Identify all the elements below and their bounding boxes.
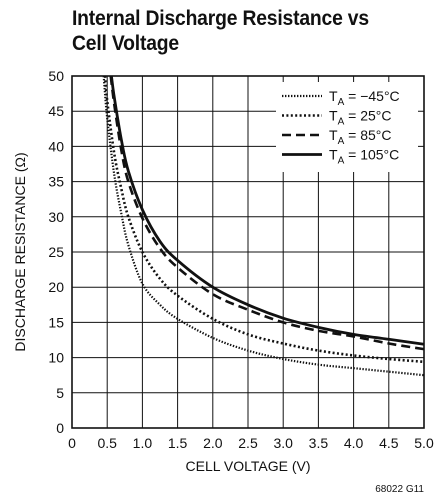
x-tick-label: 3.5 bbox=[309, 435, 329, 451]
plot-frame bbox=[71, 75, 425, 429]
series-line-1 bbox=[102, 75, 425, 377]
y-tick-label: 0 bbox=[56, 420, 64, 436]
x-tick-label: 1.5 bbox=[168, 435, 188, 451]
y-tick-label: 50 bbox=[48, 68, 64, 84]
x-tick-label: 5.0 bbox=[414, 435, 434, 451]
chart-title: Internal Discharge Resistance vs Cell Vo… bbox=[72, 6, 403, 56]
x-tick-label: 0.5 bbox=[97, 435, 117, 451]
x-axis-label: CELL VOLTAGE (V) bbox=[186, 458, 311, 474]
y-tick-label: 45 bbox=[48, 103, 64, 119]
x-tick-label: 4.0 bbox=[344, 435, 364, 451]
x-tick-label: 3.0 bbox=[273, 435, 293, 451]
x-tick-label: 4.5 bbox=[379, 435, 399, 451]
legend-label: TA = 25°C bbox=[329, 108, 391, 128]
y-tick-label: 10 bbox=[48, 350, 64, 366]
x-tick-label: 1.0 bbox=[133, 435, 153, 451]
y-tick-label: 40 bbox=[48, 138, 64, 154]
series-line-4 bbox=[110, 75, 425, 346]
legend-label: TA = 85°C bbox=[329, 127, 391, 147]
series-layer bbox=[102, 75, 425, 377]
y-tick-label: 30 bbox=[48, 209, 64, 225]
legend: TA = −45°CTA = 25°CTA = 85°CTA = 105°C bbox=[276, 82, 418, 172]
x-tick-label: 2.0 bbox=[203, 435, 223, 451]
y-tick-label: 25 bbox=[48, 244, 64, 260]
legend-label: TA = 105°C bbox=[329, 147, 399, 167]
chart-title-line-1: Internal Discharge Resistance vs bbox=[72, 7, 369, 30]
legend-background bbox=[276, 82, 418, 172]
y-tick-label: 5 bbox=[56, 385, 64, 401]
x-tick-label: 2.5 bbox=[238, 435, 258, 451]
x-tick-labels: 0 0.5 1.0 1.5 2.0 2.5 3.0 3.5 4.0 4.5 5.0 bbox=[68, 435, 434, 451]
figure-code: 68022 G11 bbox=[375, 484, 424, 495]
y-tick-labels: 0 5 10 15 20 25 30 35 40 45 50 bbox=[48, 68, 64, 436]
y-tick-label: 20 bbox=[48, 279, 64, 295]
legend-label: TA = −45°C bbox=[329, 88, 400, 108]
chart-title-line-2: Cell Voltage bbox=[72, 32, 179, 55]
y-tick-label: 15 bbox=[48, 314, 64, 330]
y-tick-label: 35 bbox=[48, 174, 64, 190]
series-line-2 bbox=[103, 75, 425, 364]
series-line-3 bbox=[109, 75, 425, 351]
y-axis-label: DISCHARGE RESISTANCE (Ω) bbox=[12, 152, 28, 351]
x-tick-label: 0 bbox=[68, 435, 76, 451]
